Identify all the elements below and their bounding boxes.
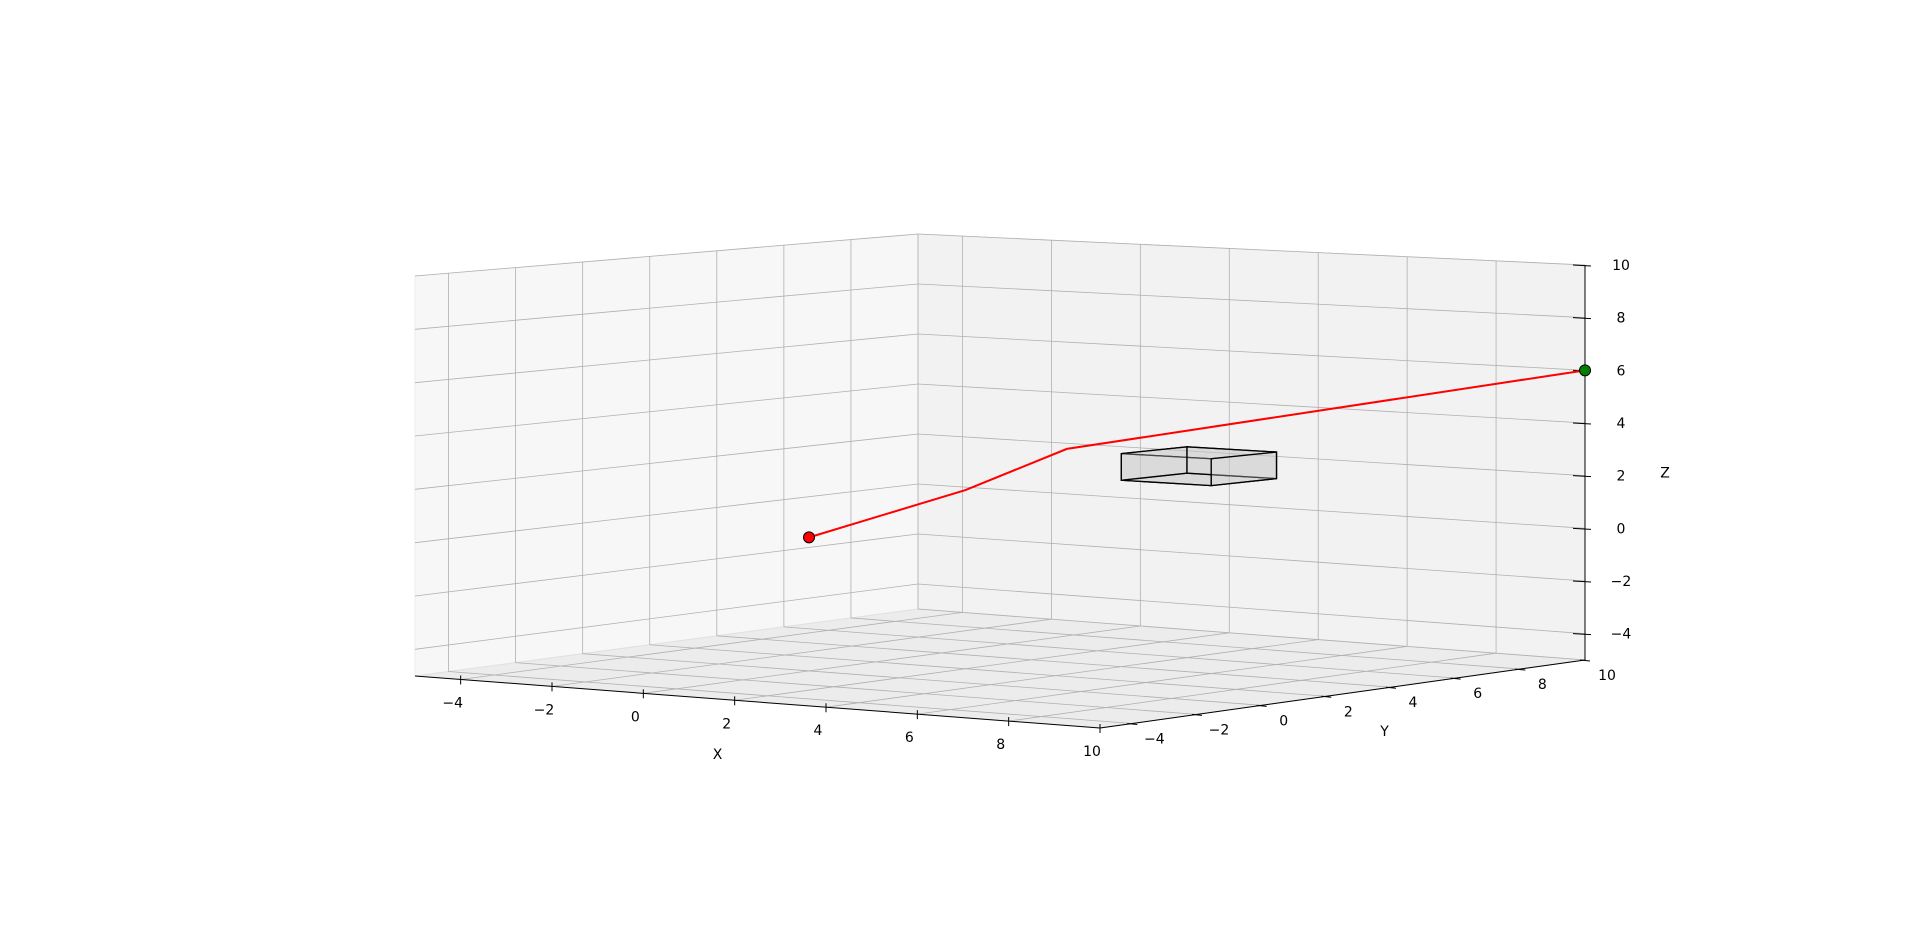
grid-line-z-wall-y xyxy=(917,233,1586,266)
grid-line-z-wall-y xyxy=(917,533,1586,582)
x-tick-label: −4 xyxy=(442,695,463,711)
grid-line-x-floor xyxy=(1008,652,1497,722)
path-line xyxy=(808,369,1586,539)
grid-line-z-wall-x xyxy=(414,433,919,490)
x-tick-label: 0 xyxy=(631,709,640,725)
grid-line-x-floor xyxy=(917,646,1408,715)
x-axis-label: X xyxy=(713,747,723,763)
grid-line-z-wall-y xyxy=(917,333,1586,371)
z-tick xyxy=(1572,633,1592,636)
y-tick xyxy=(1256,704,1267,707)
x-tick-label: 10 xyxy=(1083,744,1101,760)
grid-line-x-floor xyxy=(734,632,1230,701)
z-tick-label: 0 xyxy=(1617,521,1626,537)
y-tick-label: 10 xyxy=(1598,668,1616,684)
start-marker xyxy=(803,531,815,544)
y-tick-label: −4 xyxy=(1144,731,1165,747)
z-tick-label: −2 xyxy=(1611,574,1632,590)
z-tick-label: 10 xyxy=(1612,258,1630,274)
grid-line-x-floor xyxy=(551,618,1052,687)
y-axis-label: Y xyxy=(1379,724,1389,740)
z-tick-label: 8 xyxy=(1617,311,1626,327)
pane-y xyxy=(917,233,1586,661)
grid-line-z-wall-x xyxy=(414,483,919,544)
y-tick xyxy=(1321,695,1332,698)
axis-panes xyxy=(414,233,1586,729)
y-tick xyxy=(1579,659,1591,662)
grid-line-z-wall-y xyxy=(917,583,1586,635)
goal-marker xyxy=(1579,364,1591,377)
z-tick xyxy=(1572,580,1592,583)
y-tick-label: 0 xyxy=(1279,713,1288,729)
grid-line-y-floor xyxy=(448,671,1133,724)
grid-line-z-wall-x xyxy=(414,383,919,437)
y-axis-line xyxy=(1099,659,1586,729)
grid-line-x-floor xyxy=(825,639,1319,708)
x-tick-label: 4 xyxy=(814,723,823,739)
grid-line-z-wall-y xyxy=(917,383,1586,424)
grid-line-y-floor xyxy=(783,626,1456,679)
tick-labels: −4 −2 0 2 4 6 8 10 −4 −2 0 2 4 6 8 10 −4 −2 0 2 4 6 8 10 xyxy=(442,258,1631,760)
y-tick xyxy=(1515,668,1526,671)
y-tick xyxy=(1385,686,1397,689)
obstacle-face xyxy=(1120,446,1188,481)
grid-line-y-floor xyxy=(917,608,1586,661)
z-tick xyxy=(1572,264,1592,267)
obstacle-box xyxy=(1120,446,1278,487)
grid-line-z-wall-x xyxy=(414,333,919,384)
pane-x xyxy=(414,233,919,677)
y-tick-label: 8 xyxy=(1538,677,1547,693)
z-tick-label: −4 xyxy=(1611,627,1632,643)
y-tick-label: 4 xyxy=(1409,695,1418,711)
grid-line-z-wall-y xyxy=(917,483,1586,529)
x-tick-label: 2 xyxy=(722,716,731,732)
z-tick xyxy=(1572,317,1592,320)
grid-line-z-wall-x xyxy=(414,283,919,330)
y-tick-label: 6 xyxy=(1473,686,1482,702)
x-tick-label: 6 xyxy=(905,730,914,746)
grid-line-y-floor xyxy=(716,635,1392,688)
y-tick xyxy=(1127,722,1138,725)
z-tick xyxy=(1572,475,1592,478)
y-tick xyxy=(1450,677,1461,680)
grid-line-x-floor xyxy=(460,612,963,680)
grid-line-y-floor xyxy=(515,662,1198,715)
grid-line-z-wall-x xyxy=(414,233,919,277)
grid-line-y-floor xyxy=(850,617,1521,670)
x-axis-line xyxy=(414,675,1101,729)
grid-line-y-floor xyxy=(649,644,1327,697)
y-tick-label: 2 xyxy=(1344,704,1353,720)
x-tick-label: 8 xyxy=(996,737,1005,753)
axis-lines xyxy=(414,265,1586,729)
z-tick-label: 4 xyxy=(1617,416,1626,432)
z-axis-label: Z xyxy=(1660,466,1670,482)
grid-line-z-wall-y xyxy=(917,283,1586,319)
z-tick-label: 2 xyxy=(1617,469,1626,485)
obstacle-face xyxy=(1210,451,1278,487)
grid-line-z-wall-x xyxy=(414,533,919,597)
z-tick xyxy=(1572,527,1592,530)
grid-line-z-wall-x xyxy=(414,583,919,650)
y-tick xyxy=(1191,713,1203,716)
y-tick-label: −2 xyxy=(1209,722,1230,738)
grid-line-y-floor xyxy=(582,653,1262,706)
x-tick-label: −2 xyxy=(534,702,555,718)
tick-marks xyxy=(460,264,1592,733)
z-tick xyxy=(1572,422,1592,425)
path-series xyxy=(803,364,1591,544)
grid-line-x-floor xyxy=(643,625,1141,694)
z-tick-label: 6 xyxy=(1617,363,1626,379)
